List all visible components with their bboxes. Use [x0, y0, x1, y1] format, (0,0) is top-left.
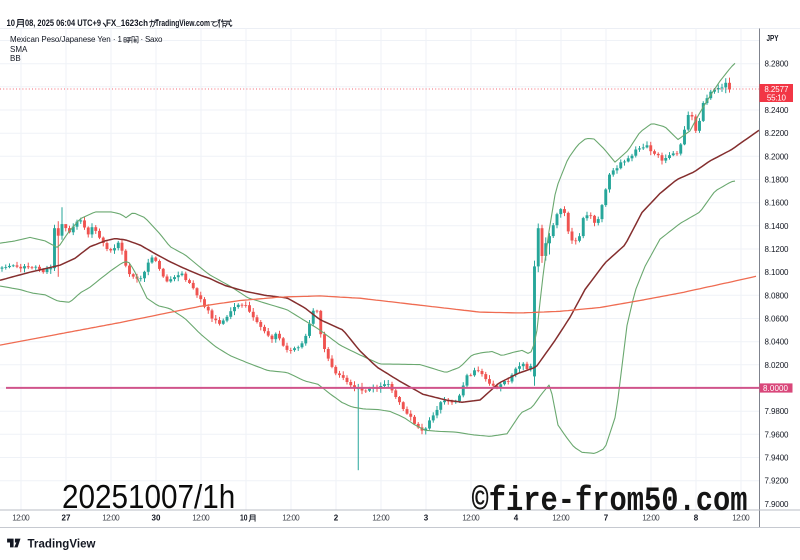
svg-text:3: 3 [424, 514, 429, 523]
svg-text:JPY: JPY [767, 34, 780, 43]
svg-text:8.1000: 8.1000 [765, 268, 790, 277]
svg-text:10: 10 [7, 18, 16, 28]
svg-text:8.0800: 8.0800 [765, 291, 790, 300]
svg-text:12:00: 12:00 [282, 514, 300, 523]
svg-text:8.2577: 8.2577 [764, 85, 789, 94]
svg-text:27: 27 [62, 514, 72, 523]
svg-text:8.2200: 8.2200 [765, 129, 790, 138]
svg-text:7.9800: 7.9800 [765, 407, 790, 416]
svg-text:8.0400: 8.0400 [765, 338, 790, 347]
svg-text:TradingView: TradingView [28, 539, 96, 551]
svg-text:12:00: 12:00 [372, 514, 390, 523]
svg-text:12:00: 12:00 [102, 514, 120, 523]
svg-text:Mexican Peso/Japanese Yen · 1: Mexican Peso/Japanese Yen · 1 [10, 35, 123, 44]
svg-text:FX_1623ch: FX_1623ch [106, 18, 148, 28]
svg-text:7.9000: 7.9000 [765, 500, 790, 509]
svg-text:8.1800: 8.1800 [765, 176, 790, 185]
svg-text:8.2400: 8.2400 [765, 106, 790, 115]
svg-text:8.2000: 8.2000 [765, 152, 790, 161]
svg-text:12:00: 12:00 [642, 514, 660, 523]
svg-text:7.9200: 7.9200 [765, 477, 790, 486]
svg-text:12:00: 12:00 [552, 514, 570, 523]
svg-text:8.0000: 8.0000 [763, 384, 789, 393]
svg-text:4: 4 [514, 514, 519, 523]
svg-text:8.0600: 8.0600 [765, 315, 790, 324]
svg-text:2: 2 [334, 514, 339, 523]
svg-text:7.9600: 7.9600 [765, 430, 790, 439]
svg-text:TradingView.com: TradingView.com [155, 18, 210, 28]
svg-text:BB: BB [10, 54, 21, 63]
svg-text:12:00: 12:00 [12, 514, 30, 523]
svg-text:8.2800: 8.2800 [765, 60, 790, 69]
svg-text:12:00: 12:00 [192, 514, 210, 523]
svg-text:8: 8 [694, 514, 699, 523]
svg-text:©fire-from50.com: ©fire-from50.com [472, 483, 748, 521]
svg-text:8.1600: 8.1600 [765, 199, 790, 208]
svg-text:8.0200: 8.0200 [765, 361, 790, 370]
svg-text:· Saxo: · Saxo [139, 35, 164, 44]
svg-text:12:00: 12:00 [732, 514, 750, 523]
svg-text:7: 7 [604, 514, 609, 523]
svg-text:08, 2025 06:04 UTC+9: 08, 2025 06:04 UTC+9 [25, 18, 101, 28]
svg-text:30: 30 [152, 514, 162, 523]
svg-text:55:10: 55:10 [767, 93, 787, 102]
svg-text:7.9400: 7.9400 [765, 454, 790, 463]
svg-text:8.1200: 8.1200 [765, 245, 790, 254]
svg-text:SMA: SMA [10, 45, 28, 54]
svg-text:20251007/1h: 20251007/1h [62, 479, 235, 516]
svg-text:10: 10 [240, 514, 248, 523]
svg-text:12:00: 12:00 [462, 514, 480, 523]
svg-text:8.1400: 8.1400 [765, 222, 790, 231]
